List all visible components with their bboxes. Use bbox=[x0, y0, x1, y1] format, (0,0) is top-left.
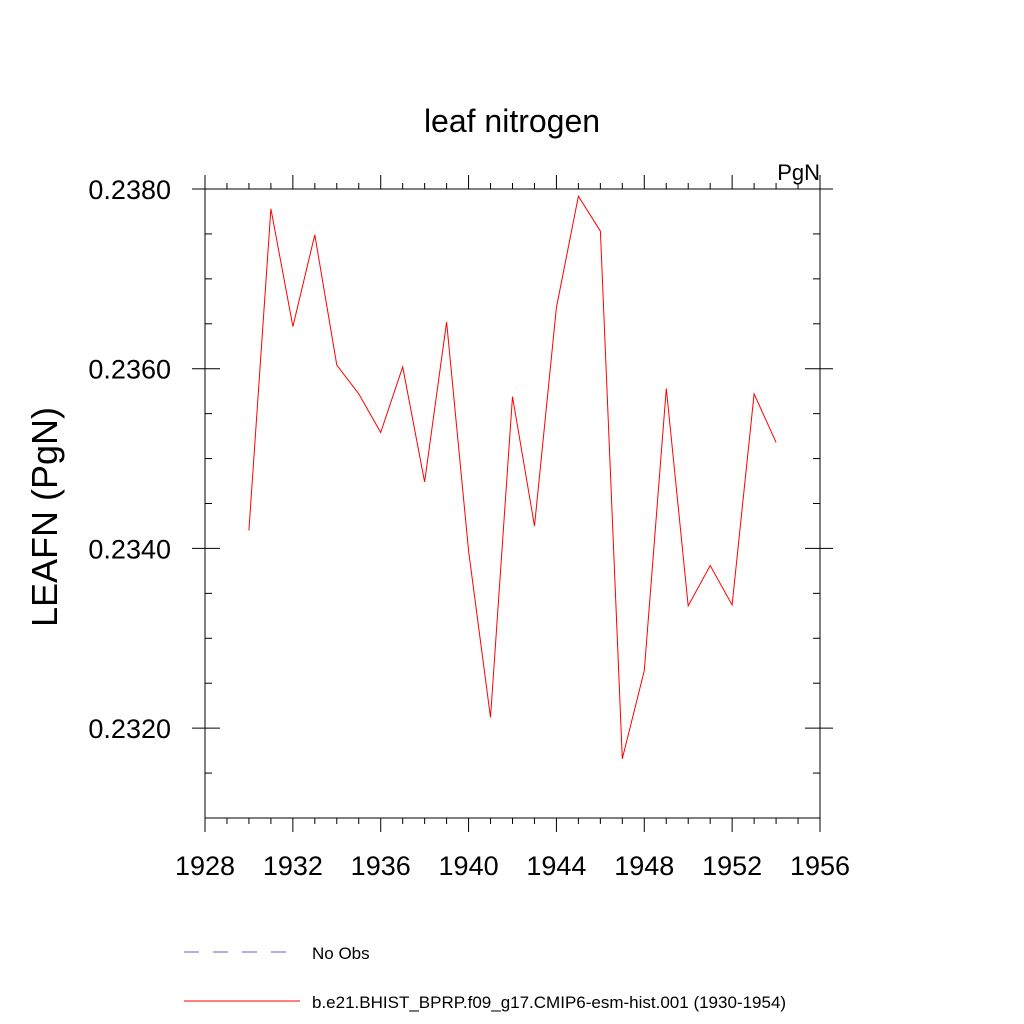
x-tick-label: 1944 bbox=[526, 851, 586, 881]
x-tick-label: 1956 bbox=[790, 851, 850, 881]
y-axis-label: LEAFN (PgN) bbox=[24, 407, 65, 627]
legend-label: No Obs bbox=[312, 944, 370, 963]
series-line bbox=[248, 194, 777, 759]
legend-label: b.e21.BHIST_BPRP.f09_g17.CMIP6-esm-hist.… bbox=[312, 993, 786, 1012]
y-tick-label: 0.2320 bbox=[88, 714, 171, 744]
axes: 1928 1932 1936 1940 1944 1948 1952 1956 0.2320 0.… bbox=[88, 175, 850, 881]
x-tick-label: 1940 bbox=[439, 851, 499, 881]
legend: No Obs b.e21.BHIST_BPRP.f09_g17.CMIP6-esm… bbox=[184, 944, 786, 1012]
x-tick-label: 1952 bbox=[702, 851, 762, 881]
x-tick-label: 1932 bbox=[263, 851, 323, 881]
series-lines bbox=[248, 194, 777, 759]
x-tick-label: 1928 bbox=[175, 851, 235, 881]
y-tick-label: 0.2340 bbox=[88, 534, 171, 564]
units-label: PgN bbox=[777, 160, 820, 185]
chart-title: leaf nitrogen bbox=[424, 103, 600, 139]
x-tick-label: 1936 bbox=[351, 851, 411, 881]
x-tick-label: 1948 bbox=[614, 851, 674, 881]
y-tick-label: 0.2360 bbox=[88, 355, 171, 385]
y-tick-label: 0.2380 bbox=[88, 175, 171, 205]
plot-frame bbox=[204, 188, 821, 819]
